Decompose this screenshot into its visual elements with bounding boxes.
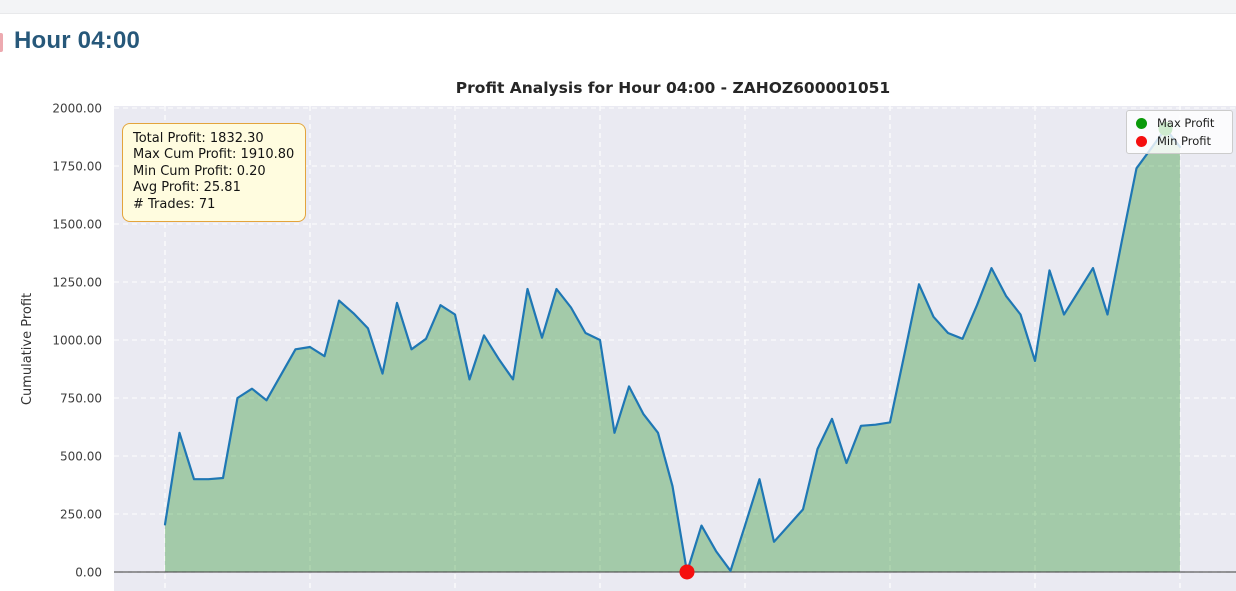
stat-total-profit: Total Profit: 1832.30: [133, 131, 264, 146]
y-tick-label: 750.00: [60, 392, 102, 406]
stats-box: Total Profit: 1832.30 Max Cum Profit: 19…: [122, 123, 307, 223]
min-profit-legend-marker-icon: [1136, 135, 1147, 147]
max-profit-legend-marker-icon: [1136, 117, 1147, 129]
y-tick-label: 1250.00: [52, 276, 102, 290]
y-tick-label: 2000.00: [52, 102, 102, 116]
legend-label-min-profit: Min Profit: [1157, 134, 1212, 148]
y-tick-label: 500.00: [60, 450, 102, 464]
stat-max-cum-profit: Max Cum Profit: 1910.80: [133, 147, 295, 163]
min-profit-point: [679, 564, 695, 580]
legend-item-min-profit: Min Profit: [1136, 134, 1224, 148]
y-tick-label: 1000.00: [52, 334, 102, 348]
stat-num-trades: # Trades: 71: [133, 196, 216, 212]
stat-avg-profit: Avg Profit: 25.81: [133, 180, 241, 196]
chart-legend: Max Profit Min Profit: [1126, 110, 1233, 154]
cumulative-profit-area: [165, 128, 1180, 572]
chart-title: Profit Analysis for Hour 04:00 - ZAHOZ60…: [455, 79, 891, 97]
y-tick-label: 1500.00: [52, 218, 102, 232]
left-edge-accent: [0, 33, 3, 52]
y-tick-label: 250.00: [60, 508, 102, 522]
y-tick-label: 1750.00: [52, 160, 102, 174]
legend-item-max-profit: Max Profit: [1136, 116, 1224, 130]
y-axis-label: Cumulative Profit: [20, 293, 35, 405]
top-bar: [0, 0, 1236, 14]
cumulative-profit-line: [163, 127, 1182, 574]
page-title: Hour 04:00: [14, 27, 141, 54]
stat-min-cum-profit: Min Cum Profit: 0.20: [133, 163, 266, 179]
y-tick-label: 0.00: [75, 566, 102, 580]
legend-label-max-profit: Max Profit: [1157, 116, 1215, 130]
